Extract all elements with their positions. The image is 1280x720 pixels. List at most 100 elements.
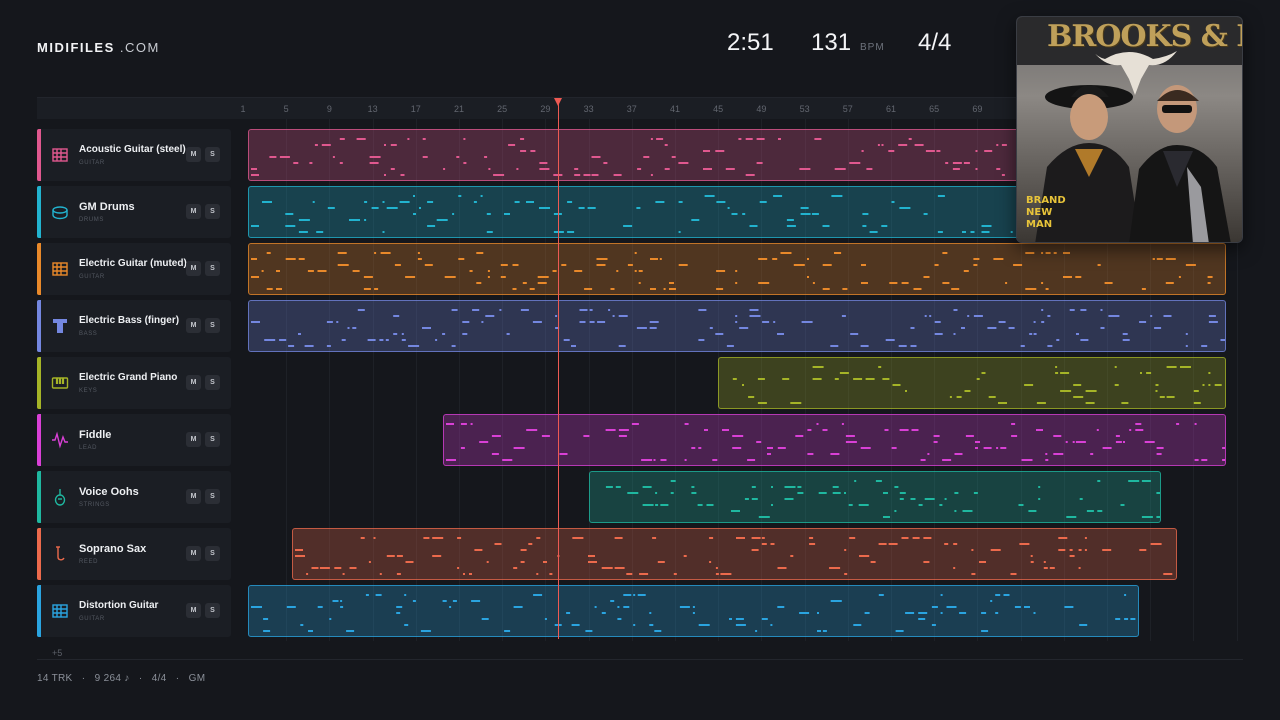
midi-clip[interactable]: [291, 528, 1178, 580]
drum-icon: [51, 203, 69, 221]
song-time: 2:51: [727, 29, 774, 56]
solo-button[interactable]: S: [205, 375, 220, 390]
clip-notes: [445, 423, 1225, 461]
solo-button[interactable]: S: [205, 204, 220, 219]
grid-line: [934, 119, 936, 641]
track-header[interactable]: Soprano Sax REED M S: [37, 528, 231, 580]
more-tracks-indicator[interactable]: +5: [52, 648, 63, 658]
track-category: KEYS: [79, 388, 98, 394]
mute-button[interactable]: M: [186, 204, 201, 219]
ruler-bar-number: 37: [626, 104, 637, 114]
ruler-bar-number: 25: [497, 104, 508, 114]
track-color-stripe: [37, 585, 41, 637]
grid-line: [804, 119, 806, 641]
solo-button[interactable]: S: [205, 261, 220, 276]
grid-line: [1193, 119, 1195, 641]
mute-button[interactable]: M: [186, 432, 201, 447]
mute-button[interactable]: M: [186, 147, 201, 162]
track-name: Distortion Guitar: [79, 600, 159, 611]
midi-clip[interactable]: [588, 471, 1161, 523]
brand-suffix: .COM: [119, 40, 160, 55]
midi-clip[interactable]: [248, 243, 1226, 295]
track-category: LEAD: [79, 445, 98, 451]
track-header[interactable]: Electric Grand Piano KEYS M S: [37, 357, 231, 409]
ruler-bar-number: 17: [410, 104, 421, 114]
grid-line: [286, 119, 288, 641]
ruler-bar-number: 13: [367, 104, 378, 114]
track-header[interactable]: Acoustic Guitar (steel) GUITAR M S: [37, 129, 231, 181]
grid-line: [891, 119, 892, 641]
bass-icon: [51, 317, 69, 335]
clip-notes: [605, 480, 1160, 518]
ruler-bar-number: 65: [929, 104, 940, 114]
ruler-bar-number: 29: [540, 104, 551, 114]
track-name: GM Drums: [79, 201, 135, 213]
playhead-handle[interactable]: [554, 98, 562, 106]
track-color-stripe: [37, 129, 41, 181]
track-header[interactable]: Voice Oohs STRINGS M S: [37, 471, 231, 523]
midi-clip[interactable]: [248, 585, 1140, 637]
solo-button[interactable]: S: [205, 603, 220, 618]
timeline-ruler[interactable]: 1 5 9 13 17 21 25 29 33 37 41 45 49 53 57 61 65 69: [37, 97, 1243, 119]
track-category: STRINGS: [79, 502, 110, 508]
ruler-bar-number: 53: [799, 104, 810, 114]
clip-notes: [251, 594, 1136, 632]
grid-line: [502, 119, 504, 641]
mute-button[interactable]: M: [186, 489, 201, 504]
album-cover-art: [1017, 17, 1242, 242]
footer-divider: [37, 659, 1243, 660]
track-name: Voice Oohs: [79, 486, 139, 498]
solo-button[interactable]: S: [205, 432, 220, 447]
track-header[interactable]: Distortion Guitar GUITAR M S: [37, 585, 231, 637]
solo-button[interactable]: S: [205, 318, 220, 333]
track-category: DRUMS: [79, 217, 104, 223]
album-title: BRAND NEW MAN: [1026, 195, 1066, 231]
ruler-bar-number: 1: [240, 104, 246, 114]
track-name: Soprano Sax: [79, 543, 147, 555]
grid-line: [1150, 119, 1152, 641]
guitar-fretboard-icon: [51, 602, 69, 620]
ruler-bar-number: 45: [713, 104, 724, 114]
track-header[interactable]: Electric Guitar (muted) GUITAR M S: [37, 243, 231, 295]
footer-format: GM: [188, 673, 206, 684]
track-color-stripe: [37, 528, 41, 580]
track-header[interactable]: Electric Bass (finger) BASS M S: [37, 300, 231, 352]
clip-notes: [251, 252, 1213, 290]
track-color-stripe: [37, 300, 41, 352]
ruler-bar-number: 69: [972, 104, 983, 114]
midi-clip[interactable]: [718, 357, 1226, 409]
album-artist: BROOKS & DUNN: [1047, 19, 1242, 54]
mute-button[interactable]: M: [186, 375, 201, 390]
footer-separator: ·: [138, 673, 143, 684]
track-header[interactable]: Fiddle LEAD M S: [37, 414, 231, 466]
grid-line: [415, 119, 417, 641]
ruler-bar-number: 61: [885, 104, 897, 114]
solo-button[interactable]: S: [205, 147, 220, 162]
ruler-bar-number: 49: [756, 104, 767, 114]
track-category: GUITAR: [79, 616, 105, 622]
midi-clip[interactable]: [248, 300, 1226, 352]
track-name: Electric Bass (finger): [79, 315, 180, 326]
track-color-stripe: [37, 186, 41, 238]
grid-line: [1063, 119, 1065, 641]
mute-button[interactable]: M: [186, 546, 201, 561]
saxophone-icon: [51, 545, 69, 563]
track-color-stripe: [37, 471, 41, 523]
track-header[interactable]: GM Drums DRUMS M S: [37, 186, 231, 238]
grid-line: [847, 119, 849, 641]
mute-button[interactable]: M: [186, 261, 201, 276]
track-category: GUITAR: [79, 274, 105, 280]
track-color-stripe: [37, 414, 41, 466]
mute-button[interactable]: M: [186, 318, 201, 333]
playhead[interactable]: [558, 104, 559, 639]
solo-button[interactable]: S: [205, 489, 220, 504]
midi-clip[interactable]: [442, 414, 1226, 466]
waveform-icon: [51, 431, 69, 449]
mute-button[interactable]: M: [186, 603, 201, 618]
footer-note-count: 9 264 ♪: [94, 673, 130, 684]
track-name: Electric Guitar (muted): [79, 258, 187, 269]
ruler-bar-number: 33: [583, 104, 594, 114]
site-logo[interactable]: MIDIFILES .COM: [37, 40, 160, 55]
solo-button[interactable]: S: [205, 546, 220, 561]
track-color-stripe: [37, 357, 41, 409]
